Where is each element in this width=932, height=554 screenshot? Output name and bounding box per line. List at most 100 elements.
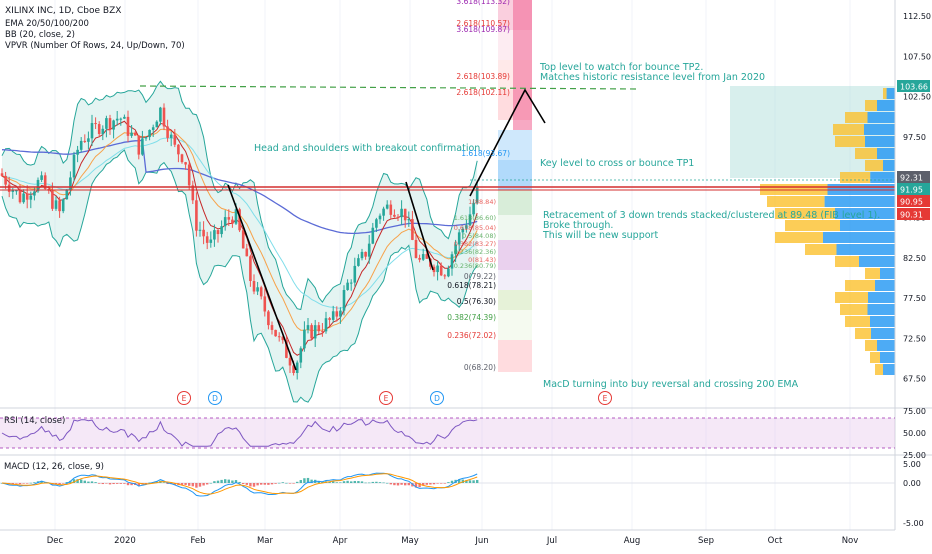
time-tick-label: Feb xyxy=(190,536,205,546)
macd-hist-bar xyxy=(195,483,198,488)
macd-hist-bar xyxy=(162,482,166,484)
candle-body xyxy=(162,107,166,127)
trend-line-1 xyxy=(227,184,297,371)
candle-body xyxy=(43,175,47,189)
candle-body xyxy=(231,219,234,224)
macd-hist-bar xyxy=(94,482,97,483)
price-tick-label: 67.50 xyxy=(903,375,926,384)
fib-label-cluster: 1.618(86.60) xyxy=(454,214,496,222)
candle-body xyxy=(133,132,137,136)
macd-hist-bar xyxy=(357,481,360,483)
vpvr-bar-up xyxy=(877,148,895,159)
macd-hist-bar xyxy=(213,481,216,483)
macd-hist-bar xyxy=(404,483,407,486)
macd-tick-label: 0.00 xyxy=(903,479,921,488)
fib-zone xyxy=(498,0,532,372)
macd-hist-bar xyxy=(22,483,25,484)
legend-ema[interactable]: EMA 20/50/100/200 xyxy=(5,19,89,29)
macd-hist-bar xyxy=(400,483,403,485)
event-marker-circle xyxy=(598,391,612,405)
price-badge-label: 90.95 xyxy=(900,198,923,207)
candle-body xyxy=(119,118,123,120)
fib-label-cluster: 0.618(85.04) xyxy=(454,224,496,232)
fib-strip-pink xyxy=(513,0,532,130)
candle-body xyxy=(69,177,72,190)
macd-hist-bar xyxy=(342,481,346,483)
candle-body xyxy=(112,120,115,130)
candle-body xyxy=(306,325,310,330)
candle-body xyxy=(22,193,25,203)
macd-hist-bar xyxy=(245,483,248,485)
symbol-title[interactable]: XILINX INC, 1D, Cboe BZX xyxy=(5,6,121,16)
time-tick-label: Jun xyxy=(474,536,488,546)
volume-profile xyxy=(730,86,895,375)
macd-hist-bar xyxy=(65,482,68,483)
macd-hist-bar xyxy=(98,483,101,484)
vpvr-bar-up xyxy=(867,304,895,315)
macd-hist-bar xyxy=(90,481,94,483)
macd-hist-bar xyxy=(242,483,245,485)
candle-body xyxy=(51,190,54,209)
macd-hist-bar xyxy=(328,481,331,483)
candle-body xyxy=(303,329,306,349)
macd-hist-bar xyxy=(220,479,223,483)
macd-hist-bar xyxy=(76,479,79,483)
candle-body xyxy=(252,280,256,292)
vpvr-bar-up xyxy=(877,100,895,111)
macd-hist-bar xyxy=(332,481,335,483)
macd-hist-bar xyxy=(303,478,306,483)
candle-body xyxy=(292,365,295,374)
macd-hist-bar xyxy=(386,482,389,484)
price-tick-label: 72.50 xyxy=(903,334,926,343)
time-tick-label: Oct xyxy=(768,536,783,546)
tp2-dashed-line xyxy=(139,85,641,90)
candle-body xyxy=(76,149,79,155)
macd-hist-bar xyxy=(238,481,241,483)
candle-body xyxy=(29,195,33,200)
candle-body xyxy=(465,225,468,229)
macd-hist-bar xyxy=(418,483,421,488)
fib-label-cluster: 1(88.84) xyxy=(468,198,496,206)
macd-hist-bar xyxy=(29,482,32,484)
drawn-trend-lines xyxy=(227,88,546,371)
candle-body xyxy=(310,325,313,339)
vpvr-bar-up xyxy=(886,88,895,99)
candle-body xyxy=(263,296,267,312)
fib-label-lower: 0.618(78.21) xyxy=(447,281,496,290)
annotation-retrace-2: Broke through. xyxy=(543,220,613,231)
vpvr-bar-down xyxy=(805,244,837,255)
time-tick-label: Jul xyxy=(546,536,557,546)
candle-body xyxy=(313,325,317,339)
rsi-tick-label: 25.00 xyxy=(903,451,926,460)
candle-body xyxy=(87,138,90,142)
candle-body xyxy=(461,228,465,233)
macd-hist-bar xyxy=(173,483,176,485)
candle-body xyxy=(216,230,220,235)
macd-hist-bar xyxy=(396,483,400,486)
macd-hist-bar xyxy=(360,481,364,483)
candle-body xyxy=(220,226,223,235)
legend-bb[interactable]: BB (20, close, 2) xyxy=(5,30,75,40)
fib-label-cluster: 0.5(84.08) xyxy=(462,232,496,240)
candle-body xyxy=(159,107,162,122)
candle-body xyxy=(288,357,292,366)
candle-body xyxy=(331,311,335,320)
macd-hist-bar xyxy=(429,483,432,485)
candle-body xyxy=(61,199,65,212)
price-badge-label: 91.95 xyxy=(900,186,923,195)
macd-hist-bar xyxy=(447,482,450,483)
macd-hist-bar xyxy=(317,480,320,483)
candle-body xyxy=(238,209,241,231)
legend-vpvr[interactable]: VPVR (Number Of Rows, 24, Up/Down, 70) xyxy=(5,41,185,51)
fib-band xyxy=(498,340,532,372)
macd-hist-bar xyxy=(252,483,256,487)
time-axis[interactable]: Dec 2020 Feb Mar Apr May Jun Jul Aug Sep Oct Nov xyxy=(47,536,859,546)
bollinger-upper xyxy=(1,80,478,311)
macd-hist-bar xyxy=(310,479,313,483)
candle-body xyxy=(187,164,191,186)
macd-hist-bar xyxy=(364,482,367,484)
vpvr-bar-down xyxy=(883,88,887,99)
candle-body xyxy=(321,331,324,333)
